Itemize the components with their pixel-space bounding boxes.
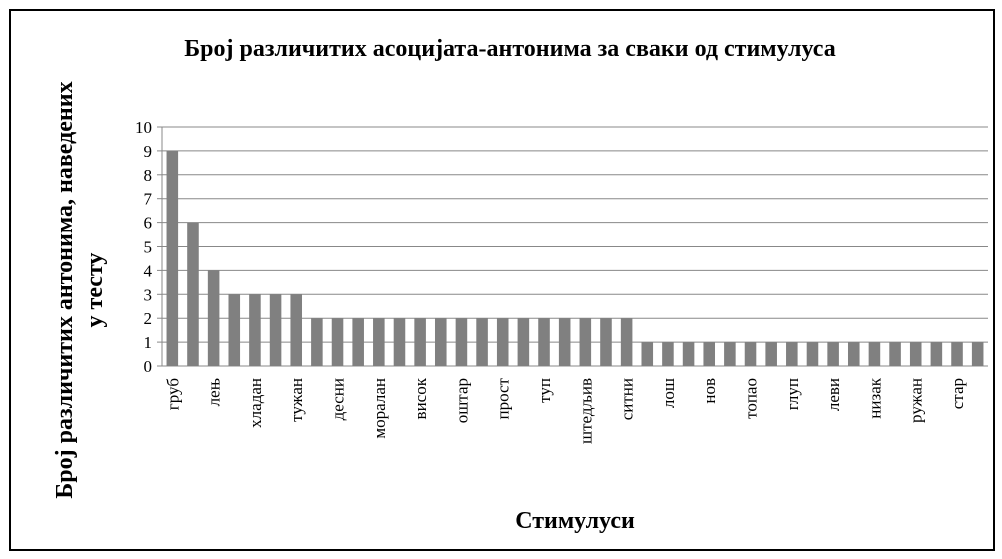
bar — [207, 270, 220, 366]
bar — [228, 294, 241, 366]
x-tick-label: тужан — [287, 378, 306, 422]
bar — [517, 318, 530, 366]
bar — [434, 318, 447, 366]
x-tick-label: моралан — [370, 378, 389, 439]
x-tick-label: нов — [700, 378, 719, 404]
bar — [703, 342, 716, 366]
y-tick-label: 2 — [144, 309, 153, 328]
y-tick-label: 6 — [144, 214, 153, 233]
x-tick-label: топао — [742, 378, 761, 419]
bar — [951, 342, 963, 366]
bar — [290, 294, 303, 366]
x-tick-label: десни — [329, 378, 348, 420]
bar — [249, 294, 261, 366]
bar — [187, 222, 199, 366]
x-tick-label: лош — [659, 378, 678, 408]
bar — [373, 318, 385, 366]
x-tick-label: туп — [535, 378, 554, 403]
bar — [724, 342, 736, 366]
x-tick-label: ружан — [907, 378, 926, 423]
bar — [930, 342, 943, 366]
bar — [496, 318, 509, 366]
x-tick-label: штедљив — [576, 378, 595, 444]
x-tick-label: оштар — [452, 378, 471, 423]
x-tick-label: глуп — [783, 378, 802, 410]
bar — [889, 342, 901, 366]
x-tick-label: ситни — [618, 378, 637, 420]
x-axis-title: Стимулуси — [515, 508, 635, 534]
bar — [414, 318, 426, 366]
y-tick-label: 10 — [135, 118, 152, 137]
y-tick-label: 7 — [144, 190, 153, 209]
x-tick-label: низак — [865, 377, 884, 418]
bar — [662, 342, 674, 366]
y-tick-label: 8 — [144, 166, 153, 185]
bar — [971, 342, 984, 366]
bar — [331, 318, 344, 366]
y-tick-label: 3 — [144, 285, 153, 304]
bar — [620, 318, 633, 366]
x-tick-label: хладан — [246, 378, 265, 428]
bar — [786, 342, 798, 366]
bar — [558, 318, 571, 366]
bar — [909, 342, 922, 366]
chart-border — [9, 9, 995, 551]
x-tick-label: висок — [411, 377, 430, 419]
y-tick-label: 5 — [144, 238, 153, 257]
bar — [269, 294, 282, 366]
bar — [847, 342, 860, 366]
y-axis-title: Број различитих антонима, наведених у те… — [52, 81, 108, 499]
bar — [744, 342, 757, 366]
x-tick-label: стар — [948, 378, 967, 409]
bar — [352, 318, 364, 366]
x-tick-label: лењ — [205, 378, 224, 406]
x-tick-label: груб — [163, 378, 182, 410]
bar — [166, 150, 179, 366]
x-tick-label: леви — [824, 378, 843, 411]
bar — [765, 342, 777, 366]
bar — [455, 318, 468, 366]
bar — [868, 342, 881, 366]
x-tick-label: прост — [494, 377, 513, 419]
y-tick-label: 1 — [144, 333, 153, 352]
bar — [641, 342, 654, 366]
bar — [682, 342, 695, 366]
bar — [806, 342, 819, 366]
y-tick-label: 0 — [144, 357, 153, 376]
bar — [476, 318, 488, 366]
y-tick-label: 4 — [144, 261, 153, 280]
y-tick-label: 9 — [144, 142, 153, 161]
bar — [827, 342, 839, 366]
bar — [579, 318, 592, 366]
bar — [600, 318, 612, 366]
chart-title: Број различитих асоцијата-антонима за св… — [184, 36, 836, 62]
bar — [538, 318, 550, 366]
bar — [393, 318, 406, 366]
bar — [311, 318, 323, 366]
